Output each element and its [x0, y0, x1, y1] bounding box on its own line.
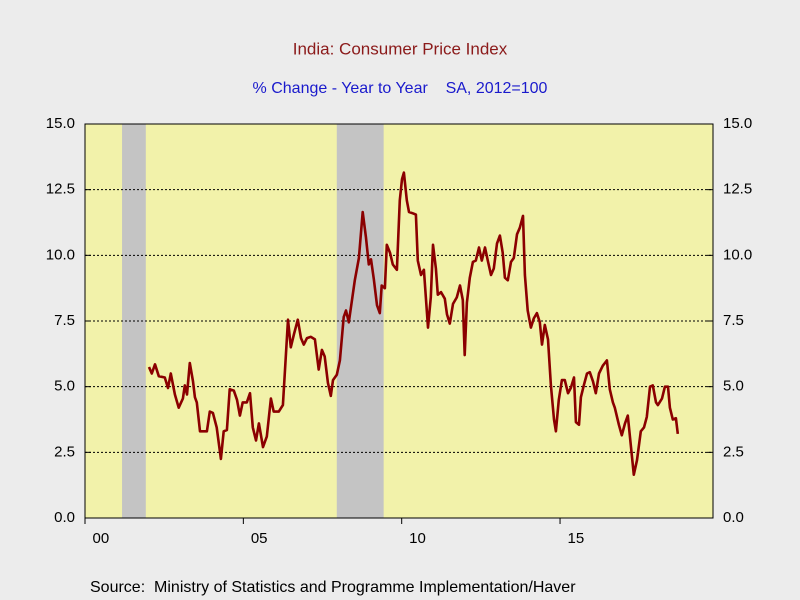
chart-title: India: Consumer Price Index	[293, 39, 508, 58]
source-note: Source: Ministry of Statistics and Progr…	[90, 579, 576, 596]
x-tick-label: 00	[92, 530, 109, 547]
y-tick-label: 5.0	[54, 378, 75, 395]
y2-tick-label: 2.5	[723, 443, 744, 460]
y-tick-label: 7.5	[54, 312, 75, 329]
y-tick-label: 15.0	[46, 115, 75, 132]
y2-tick-label: 5.0	[723, 378, 744, 395]
y2-tick-label: 10.0	[723, 246, 752, 263]
x-tick-label: 10	[409, 530, 426, 547]
x-tick-label: 15	[568, 530, 585, 547]
y-tick-label: 0.0	[54, 509, 75, 526]
y-tick-label: 10.0	[46, 246, 75, 263]
y2-tick-label: 12.5	[723, 181, 752, 198]
x-tick-label: 05	[251, 530, 268, 547]
chart-subtitle: % Change - Year to Year SA, 2012=100	[253, 80, 548, 97]
y-tick-label: 2.5	[54, 443, 75, 460]
y2-tick-label: 15.0	[723, 115, 752, 132]
y-tick-label: 12.5	[46, 181, 75, 198]
plot-frame	[84, 123, 714, 519]
data-line	[147, 171, 680, 476]
y2-tick-label: 0.0	[723, 509, 744, 526]
y2-tick-label: 7.5	[723, 312, 744, 329]
